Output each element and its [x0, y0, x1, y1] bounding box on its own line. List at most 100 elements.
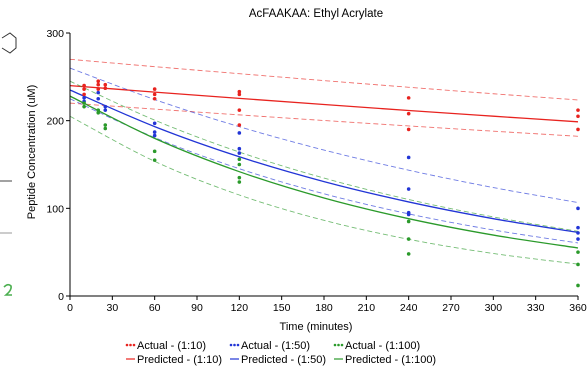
data-point-actual-1-50 — [406, 187, 411, 191]
legend-item-actual-1-100: Actual - (1:100) — [333, 340, 420, 352]
data-point-actual-1-100 — [96, 108, 101, 112]
x-tick-label: 90 — [191, 302, 203, 314]
data-point-actual-1-10 — [576, 127, 580, 132]
data-point-actual-1-10 — [576, 114, 580, 119]
data-point-actual-1-100 — [576, 250, 580, 254]
legend-label: Predicted - (1:100) — [345, 354, 436, 366]
legend-label: Actual - (1:100) — [345, 340, 420, 352]
legend-label: Actual - (1:10) — [137, 340, 206, 352]
x-tick-label: 330 — [527, 302, 545, 314]
x-tick-label: 360 — [569, 302, 587, 314]
data-point-actual-1-50 — [96, 90, 101, 95]
data-point-actual-1-50 — [406, 212, 411, 217]
legend-item-actual-1-50: Actual - (1:50) — [229, 340, 310, 352]
legend-item-actual-1-10: Actual - (1:10) — [125, 340, 206, 352]
data-point-actual-1-10 — [96, 82, 101, 87]
data-point-actual-1-50 — [103, 108, 108, 112]
data-point-actual-1-10 — [96, 79, 101, 84]
data-point-actual-1-10 — [82, 87, 86, 91]
data-point-actual-1-50 — [237, 151, 242, 155]
data-point-actual-1-10 — [96, 87, 101, 91]
y-tick-label: 0 — [58, 291, 64, 303]
data-point-actual-1-10 — [576, 108, 580, 112]
fit-line-predicted-1-10 — [69, 84, 579, 123]
x-tick-label: 180 — [315, 302, 333, 314]
data-point-actual-1-100 — [103, 123, 108, 127]
data-point-actual-1-50 — [237, 131, 242, 135]
data-point-actual-1-50 — [576, 231, 580, 235]
x-tick-label: 0 — [67, 302, 73, 314]
band-upper-predicted-1-50 — [69, 67, 579, 203]
data-point-actual-1-10 — [103, 86, 108, 91]
data-point-actual-1-50 — [576, 206, 580, 211]
legend-item-predicted-1-100: Predicted - (1:100) — [334, 354, 436, 366]
data-point-actual-1-10 — [406, 111, 411, 116]
x-axis-label: Time (minutes) — [280, 321, 353, 333]
x-tick-label: 60 — [149, 302, 161, 314]
legend: Actual - (1:10) Actual - (1:50) Actual - (… — [125, 340, 436, 366]
data-point-actual-1-50 — [406, 155, 411, 160]
legend-swatch-dot — [340, 343, 344, 347]
data-point-actual-1-50 — [576, 225, 580, 230]
band-lower-predicted-1-50 — [69, 98, 579, 244]
data-point-actual-1-10 — [152, 96, 157, 101]
data-point-actual-1-10 — [152, 87, 157, 91]
data-point-actual-1-50 — [152, 130, 157, 134]
legend-swatch-dot — [233, 343, 236, 347]
data-point-actual-1-10 — [152, 92, 157, 97]
data-point-actual-1-10 — [237, 108, 242, 112]
data-point-actual-1-100 — [576, 283, 580, 288]
data-point-actual-1-10 — [103, 82, 108, 87]
legend-item-predicted-1-50: Predicted - (1:50) — [230, 354, 326, 366]
data-point-actual-1-100 — [237, 180, 242, 184]
data-point-actual-1-100 — [82, 104, 86, 109]
y-axis-label: Peptide Concentration (uM) — [26, 85, 38, 220]
data-point-actual-1-50 — [152, 121, 157, 126]
data-point-actual-1-10 — [237, 89, 242, 94]
data-point-actual-1-50 — [237, 146, 242, 151]
data-point-actual-1-100 — [237, 157, 242, 162]
legend-swatch-dot — [125, 343, 129, 347]
data-point-actual-1-100 — [406, 252, 411, 256]
legend-swatch-dot — [337, 343, 340, 347]
data-point-actual-1-100 — [406, 237, 411, 241]
data-point-actual-1-100 — [96, 110, 101, 115]
green-glyph-fragment — [3, 283, 12, 296]
x-tick-label: 150 — [273, 302, 291, 314]
fit-line-predicted-1-100 — [69, 95, 579, 249]
x-tick-label: 120 — [231, 302, 249, 314]
data-point-actual-1-100 — [406, 219, 411, 224]
data-point-actual-1-100 — [152, 149, 157, 154]
data-point-actual-1-10 — [237, 92, 242, 97]
chart-title: AcFAAKAA: Ethyl Acrylate — [249, 8, 383, 20]
data-point-actual-1-100 — [82, 101, 86, 105]
band-upper-predicted-1-10 — [69, 58, 579, 101]
data-point-actual-1-10 — [82, 83, 86, 88]
legend-label: Predicted - (1:10) — [137, 354, 222, 366]
data-point-actual-1-50 — [82, 96, 86, 100]
band-lower-predicted-1-100 — [69, 115, 579, 265]
y-tick-label: 200 — [46, 116, 64, 128]
data-point-actual-1-100 — [237, 162, 242, 167]
legend-label: Predicted - (1:50) — [241, 354, 326, 366]
legend-swatch-dot — [132, 343, 136, 347]
data-point-actual-1-50 — [96, 96, 101, 101]
data-point-actual-1-50 — [103, 104, 108, 109]
data-point-actual-1-100 — [237, 175, 242, 180]
axes: 0 30 60 90 120 150 180 210 240 270 300 330 360 0 100 20… — [46, 28, 586, 314]
y-tick-label: 300 — [46, 28, 64, 40]
legend-swatch-dot — [129, 343, 132, 347]
data-point-actual-1-10 — [237, 123, 242, 127]
x-tick-label: 240 — [400, 302, 418, 314]
y-tick-label: 100 — [46, 203, 64, 215]
legend-item-predicted-1-10: Predicted - (1:10) — [126, 354, 222, 366]
legend-swatch-dot — [229, 343, 233, 347]
legend-label: Actual - (1:50) — [241, 340, 310, 352]
data-point-actual-1-50 — [152, 133, 157, 138]
data-point-actual-1-100 — [576, 262, 580, 267]
data-point-actual-1-100 — [103, 126, 108, 131]
cropped-left-edge-fragments — [0, 32, 17, 296]
hexagon-icon — [1, 32, 17, 54]
data-point-actual-1-10 — [406, 96, 411, 100]
